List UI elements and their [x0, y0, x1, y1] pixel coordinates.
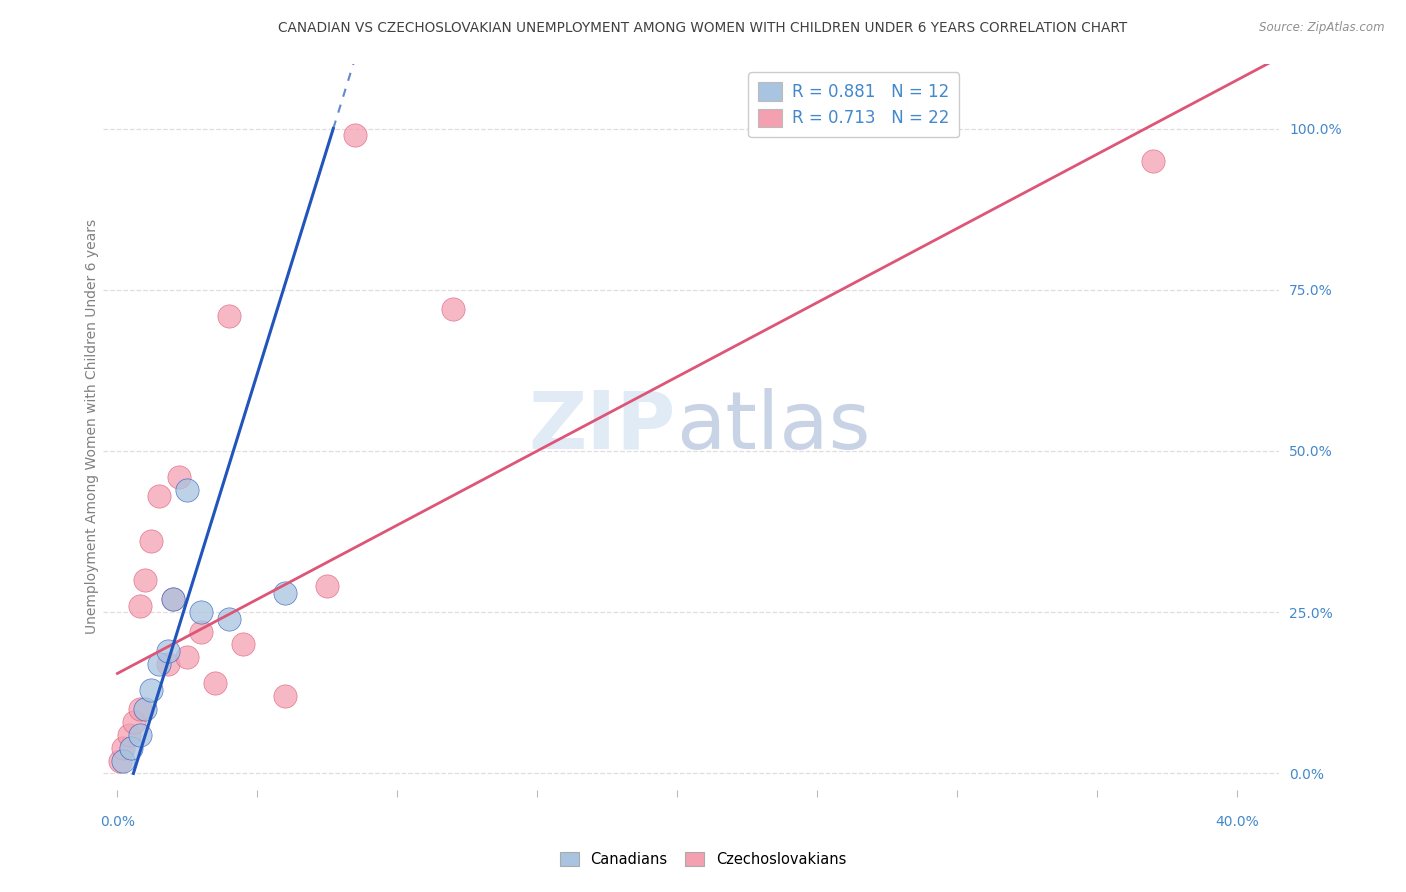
Point [190, 605, 212, 619]
Point [120, 740, 142, 755]
Legend: R = 0.881   N = 12, R = 0.713   N = 22: R = 0.881 N = 12, R = 0.713 N = 22 [748, 72, 959, 137]
Point [190, 624, 212, 639]
Point [128, 728, 150, 742]
Point [128, 599, 150, 613]
Point [274, 586, 297, 600]
Legend: Canadians, Czechoslovakians: Canadians, Czechoslovakians [553, 845, 853, 874]
Point [122, 714, 145, 729]
Point [344, 128, 367, 142]
Point [139, 682, 162, 697]
Point [218, 612, 240, 626]
Point [134, 573, 156, 587]
Point [176, 650, 198, 665]
Text: CANADIAN VS CZECHOSLOVAKIAN UNEMPLOYMENT AMONG WOMEN WITH CHILDREN UNDER 6 YEARS: CANADIAN VS CZECHOSLOVAKIAN UNEMPLOYMENT… [278, 21, 1128, 35]
Point [1142, 153, 1164, 168]
Point [232, 637, 254, 651]
Point [167, 469, 190, 483]
Point [156, 657, 179, 671]
Point [139, 534, 162, 549]
Text: 0.0%: 0.0% [100, 815, 135, 830]
Point [148, 657, 170, 671]
Point [156, 644, 179, 658]
Point [204, 676, 226, 690]
Point [162, 592, 184, 607]
Y-axis label: Unemployment Among Women with Children Under 6 years: Unemployment Among Women with Children U… [86, 219, 100, 634]
Text: 40.0%: 40.0% [1215, 815, 1258, 830]
Point [117, 728, 139, 742]
Point [111, 740, 134, 755]
Point [441, 302, 464, 317]
Point [134, 702, 156, 716]
Point [316, 579, 339, 593]
Point [108, 754, 131, 768]
Point [148, 489, 170, 503]
Text: ZIP: ZIP [529, 388, 676, 466]
Point [128, 702, 150, 716]
Text: atlas: atlas [676, 388, 870, 466]
Point [111, 754, 134, 768]
Point [274, 689, 297, 703]
Point [162, 592, 184, 607]
Point [218, 309, 240, 323]
Point [176, 483, 198, 497]
Text: Source: ZipAtlas.com: Source: ZipAtlas.com [1260, 21, 1385, 34]
